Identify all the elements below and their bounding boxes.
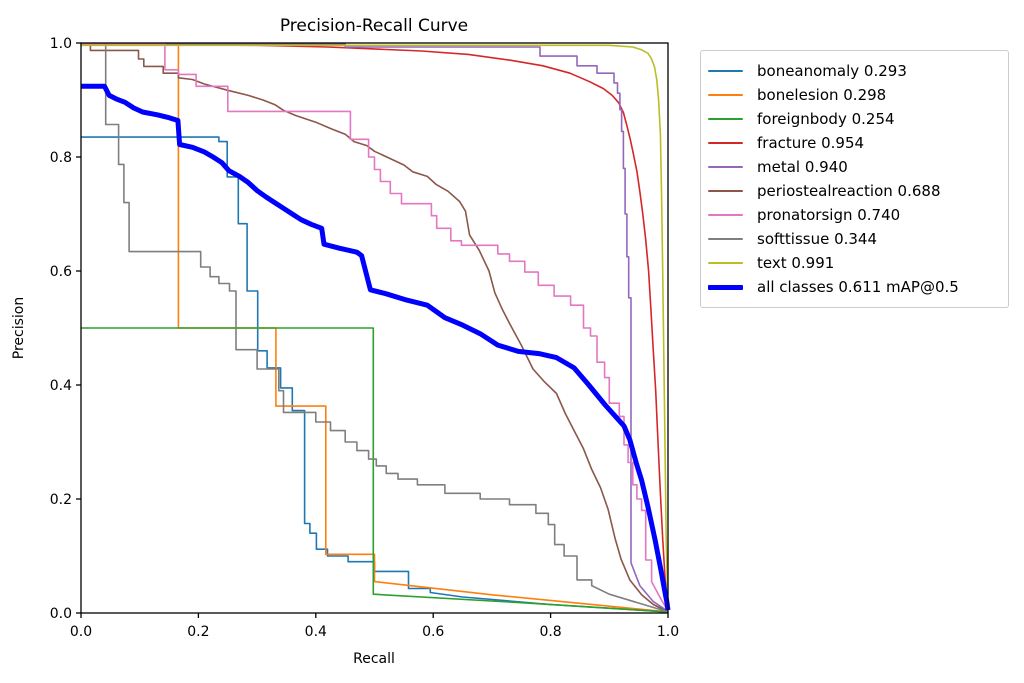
legend-item-text: text 0.991: [708, 252, 998, 274]
curve-fracture: [80, 43, 669, 611]
x-tick-label: 0.8: [539, 624, 561, 640]
legend-item-all-classes: all classes 0.611 mAP@0.5: [708, 276, 998, 298]
legend-line-swatch: [708, 70, 743, 72]
legend-item-periostealreaction: periostealreaction 0.688: [708, 180, 998, 202]
legend-line-swatch: [708, 94, 743, 96]
legend-item-metal: metal 0.940: [708, 156, 998, 178]
legend-label: text 0.991: [757, 254, 835, 272]
curve-foreignbody: [81, 327, 669, 613]
curve-all-classes: [81, 83, 671, 611]
legend: boneanomaly 0.293 bonelesion 0.298 foreign…: [700, 50, 1009, 308]
legend-label: metal 0.940: [757, 158, 848, 176]
legend-line-swatch: [708, 142, 743, 144]
legend-item-fracture: fracture 0.954: [708, 132, 998, 154]
legend-line-swatch: [708, 238, 743, 240]
curves-group: [80, 43, 671, 613]
x-tick-label: 0.0: [70, 624, 92, 640]
legend-line-swatch: [708, 214, 743, 216]
x-tick-label: 0.4: [305, 624, 327, 640]
chart-title: Precision-Recall Curve: [280, 16, 468, 36]
y-axis-label: Precision: [11, 297, 27, 359]
curve-boneanomaly: [81, 136, 669, 613]
legend-label: bonelesion 0.298: [757, 86, 887, 104]
curve-pronatorsign: [81, 43, 669, 612]
y-tick-label: 0.4: [50, 378, 72, 394]
y-tick-label: 1.0: [50, 36, 72, 52]
x-tick-label: 1.0: [657, 624, 679, 640]
legend-line-swatch: [708, 166, 743, 168]
legend-line-swatch: [708, 118, 743, 120]
curve-metal: [81, 43, 669, 612]
legend-label: fracture 0.954: [757, 134, 865, 152]
curve-text: [81, 44, 669, 611]
legend-label: periostealreaction 0.688: [757, 182, 941, 200]
legend-item-boneanomaly: boneanomaly 0.293: [708, 60, 998, 82]
legend-label: softtissue 0.344: [757, 230, 878, 248]
legend-label: boneanomaly 0.293: [757, 62, 907, 80]
x-tick-label: 0.2: [187, 624, 209, 640]
y-tick-label: 0.8: [50, 150, 72, 166]
curve-bonelesion: [81, 43, 669, 613]
plot-area: [80, 42, 669, 614]
legend-label: foreignbody 0.254: [757, 110, 895, 128]
legend-item-bonelesion: bonelesion 0.298: [708, 84, 998, 106]
axis-ticks: 0.0 0.2 0.4 0.6 0.8 1.0 0.0 0.2 0.4 0.6 0.8 1.0: [50, 36, 679, 640]
x-axis-label: Recall: [353, 651, 395, 667]
legend-label: pronatorsign 0.740: [757, 206, 901, 224]
legend-line-swatch: [708, 262, 743, 264]
y-tick-label: 0.0: [50, 606, 72, 622]
legend-item-softtissue: softtissue 0.344: [708, 228, 998, 250]
legend-item-pronatorsign: pronatorsign 0.740: [708, 204, 998, 226]
y-tick-label: 0.6: [50, 264, 72, 280]
legend-item-foreignbody: foreignbody 0.254: [708, 108, 998, 130]
curve-softtissue: [104, 44, 669, 613]
legend-label: all classes 0.611 mAP@0.5: [757, 278, 959, 296]
legend-line-swatch: [708, 190, 743, 192]
y-tick-label: 0.2: [50, 492, 72, 508]
x-tick-label: 0.6: [422, 624, 444, 640]
legend-line-swatch: [708, 284, 743, 290]
